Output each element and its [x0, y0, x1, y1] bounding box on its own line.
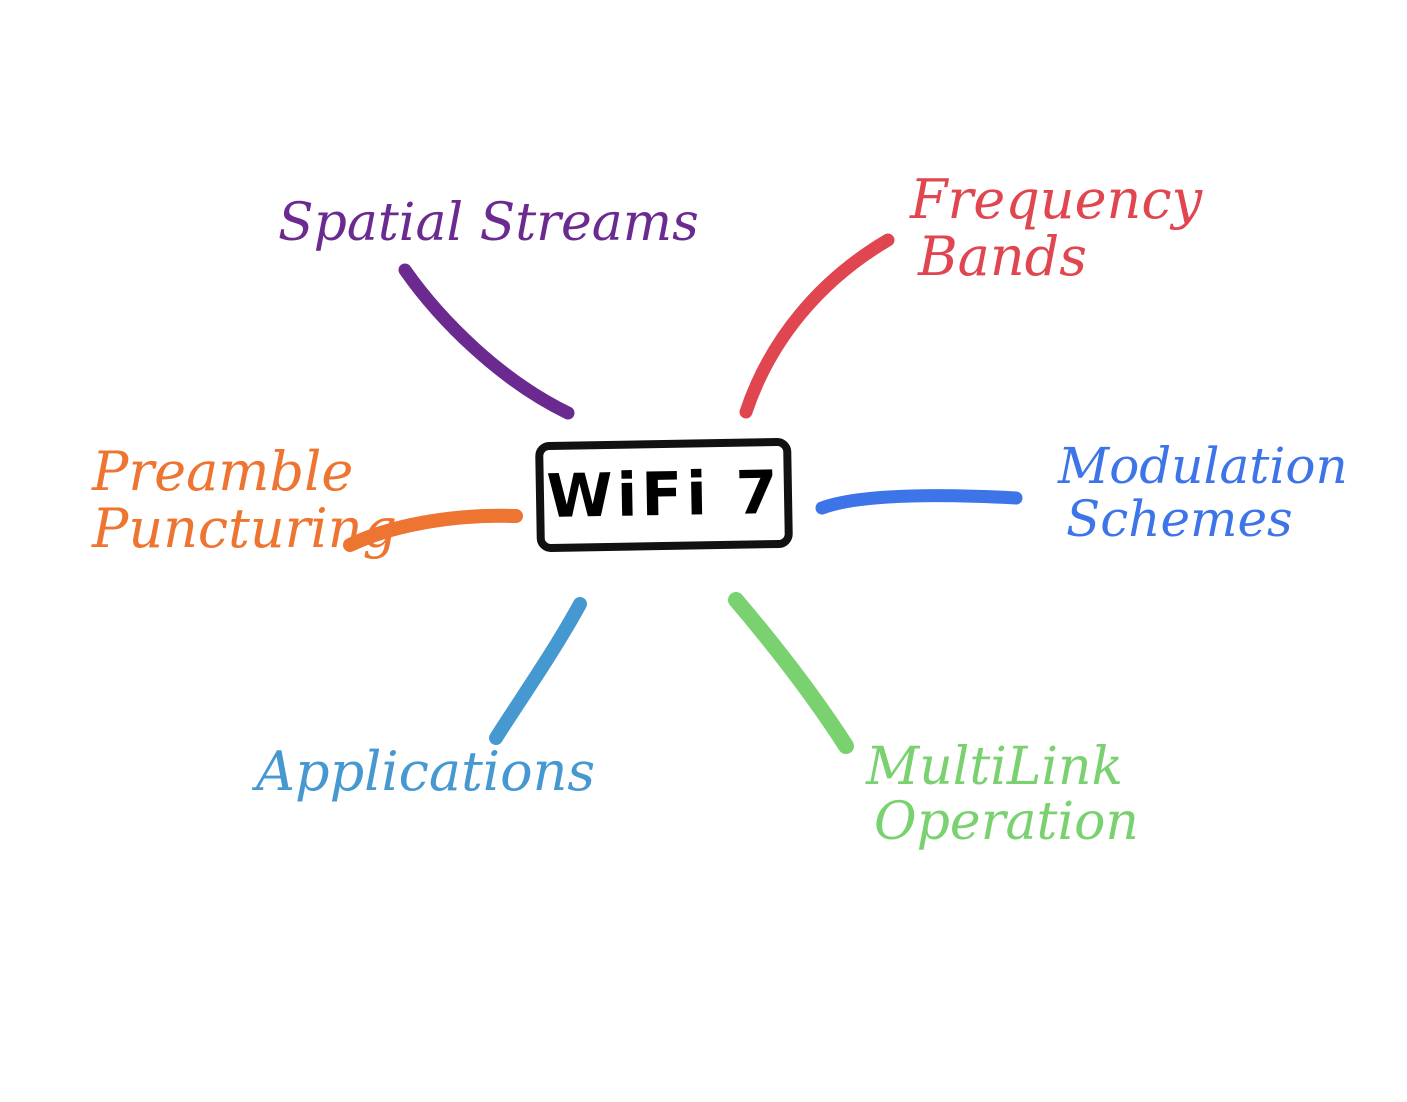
connector-app — [496, 604, 580, 738]
branch-label-preamble: Preamble Puncturing — [92, 444, 397, 557]
branch-pre-line-1: Preamble — [92, 444, 397, 501]
branch-mlo-line-1: MultiLink — [866, 740, 1139, 795]
branch-label-spatial: Spatial Streams — [278, 196, 699, 251]
branch-freq-line-2: Bands — [910, 229, 1202, 286]
branch-label-modulation: Modulation Schemes — [1058, 440, 1348, 545]
center-label: WiFi 7 — [546, 458, 782, 532]
connector-spatial — [405, 270, 568, 413]
center-node: WiFi 7 — [535, 438, 793, 552]
connector-freq — [746, 240, 888, 412]
branch-freq-line-1: Frequency — [910, 172, 1202, 229]
branch-label-applications: Applications — [256, 744, 595, 801]
branch-mlo-line-2: Operation — [866, 795, 1139, 850]
branch-label-frequency: Frequency Bands — [910, 172, 1202, 285]
branch-app-line-1: Applications — [256, 744, 595, 801]
branch-mod-line-1: Modulation — [1058, 440, 1348, 493]
branch-spatial-line-1: Spatial Streams — [278, 196, 699, 251]
branch-label-multilink: MultiLink Operation — [866, 740, 1139, 849]
branch-mod-line-2: Schemes — [1058, 493, 1348, 546]
connector-mod — [822, 496, 1016, 508]
branch-pre-line-2: Puncturing — [92, 501, 397, 558]
connector-mlo — [736, 600, 846, 746]
